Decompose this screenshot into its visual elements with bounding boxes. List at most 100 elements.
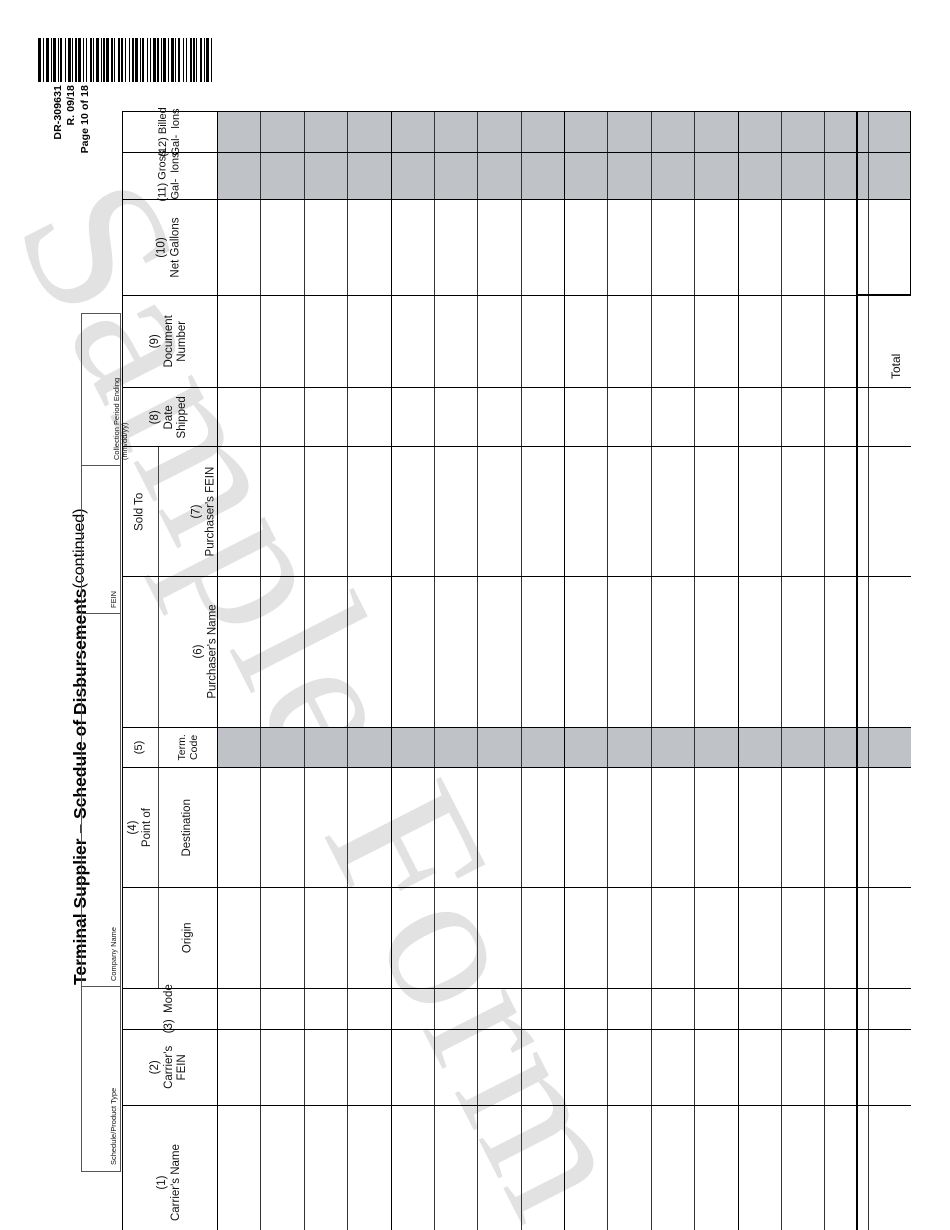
table-cell[interactable] [521, 153, 565, 199]
table-cell[interactable] [522, 989, 565, 1029]
table-cell[interactable] [695, 989, 739, 1029]
table-cell[interactable] [434, 153, 479, 199]
table-cell[interactable] [565, 989, 609, 1029]
table-cell[interactable] [782, 1030, 826, 1105]
table-cell[interactable] [782, 200, 826, 295]
table-cell[interactable] [608, 728, 652, 767]
table-cell[interactable] [739, 989, 782, 1029]
table-cell[interactable] [522, 200, 565, 295]
table-cell[interactable] [522, 447, 565, 576]
table-cell[interactable] [435, 447, 479, 576]
table-cell[interactable] [435, 1106, 479, 1230]
table-cell[interactable] [435, 388, 479, 446]
table-cell[interactable] [522, 296, 565, 387]
table-cell[interactable] [392, 447, 435, 576]
table-cell[interactable] [565, 728, 609, 767]
table-cell[interactable] [261, 1030, 305, 1105]
table-cell[interactable] [305, 989, 349, 1029]
table-cell[interactable] [348, 989, 392, 1029]
table-cell[interactable] [868, 728, 911, 767]
table-cell[interactable] [825, 728, 869, 767]
table-cell[interactable] [782, 768, 826, 887]
table-cell[interactable] [305, 296, 349, 387]
table-cell[interactable] [478, 1030, 522, 1105]
table-cell[interactable] [261, 768, 305, 887]
table-cell[interactable] [608, 989, 652, 1029]
table-cell[interactable] [478, 112, 522, 152]
table-cell[interactable] [392, 577, 435, 727]
table-cell[interactable] [695, 388, 739, 446]
table-cell[interactable] [348, 768, 392, 887]
table-cell[interactable] [392, 200, 435, 295]
table-cell[interactable] [565, 888, 609, 988]
table-cell[interactable] [869, 1106, 911, 1230]
table-cell[interactable] [739, 1030, 782, 1105]
table-cell[interactable] [435, 296, 479, 387]
table-cell[interactable] [392, 1030, 435, 1105]
table-cell[interactable] [782, 388, 826, 446]
table-cell[interactable] [522, 768, 565, 887]
table-cell[interactable] [348, 1030, 392, 1105]
table-cell[interactable] [608, 768, 652, 887]
table-cell[interactable] [608, 1030, 652, 1105]
table-cell[interactable] [825, 768, 869, 887]
table-cell[interactable] [435, 577, 479, 727]
table-cell[interactable] [392, 388, 435, 446]
table-cell[interactable] [652, 1030, 696, 1105]
table-cell[interactable] [261, 888, 305, 988]
table-cell[interactable] [782, 888, 826, 988]
table-cell[interactable] [218, 989, 262, 1029]
table-cell[interactable] [608, 888, 652, 988]
table-cell[interactable] [478, 388, 522, 446]
table-cell[interactable] [739, 296, 782, 387]
table-cell[interactable] [348, 1106, 392, 1230]
table-cell[interactable] [521, 728, 565, 767]
table-cell[interactable] [305, 1030, 349, 1105]
table-cell[interactable] [825, 1030, 869, 1105]
table-cell[interactable] [652, 989, 696, 1029]
table-cell[interactable] [348, 296, 392, 387]
table-cell[interactable] [565, 296, 609, 387]
table-cell[interactable] [261, 112, 305, 152]
table-cell[interactable] [608, 200, 652, 295]
table-cell[interactable] [348, 447, 392, 576]
table-cell[interactable] [478, 989, 522, 1029]
table-cell[interactable] [738, 112, 782, 152]
table-cell[interactable] [869, 200, 911, 295]
table-cell[interactable] [869, 577, 911, 727]
table-cell[interactable] [739, 1106, 782, 1230]
table-cell[interactable] [695, 447, 739, 576]
table-cell[interactable] [218, 112, 262, 152]
table-cell[interactable] [565, 112, 609, 152]
table-cell[interactable] [218, 447, 262, 576]
table-cell[interactable] [348, 888, 392, 988]
table-cell[interactable] [608, 153, 652, 199]
table-cell[interactable] [261, 447, 305, 576]
table-cell[interactable] [305, 577, 349, 727]
table-cell[interactable] [218, 577, 262, 727]
table-cell[interactable] [565, 153, 609, 199]
table-cell[interactable] [565, 577, 609, 727]
field-collection-period-ending[interactable]: Collection Period Ending (mm/dd/yy) [82, 314, 129, 466]
table-cell[interactable] [739, 577, 782, 727]
table-cell[interactable] [478, 447, 522, 576]
table-cell[interactable] [435, 768, 479, 887]
table-cell[interactable] [218, 888, 262, 988]
table-cell[interactable] [304, 153, 349, 199]
table-cell[interactable] [825, 1106, 869, 1230]
field-fein[interactable]: FEIN [82, 466, 120, 614]
table-cell[interactable] [652, 447, 696, 576]
table-cell[interactable] [695, 112, 739, 152]
table-cell[interactable] [869, 388, 911, 446]
table-cell[interactable] [565, 447, 609, 576]
table-cell[interactable] [348, 728, 392, 767]
table-cell[interactable] [695, 728, 739, 767]
table-cell[interactable] [782, 1106, 826, 1230]
table-cell[interactable] [478, 768, 522, 887]
table-cell[interactable] [608, 1106, 652, 1230]
table-cell[interactable] [218, 153, 262, 199]
table-cell[interactable] [782, 447, 826, 576]
table-cell[interactable] [781, 728, 826, 767]
table-cell[interactable] [392, 888, 435, 988]
table-cell[interactable] [695, 200, 739, 295]
